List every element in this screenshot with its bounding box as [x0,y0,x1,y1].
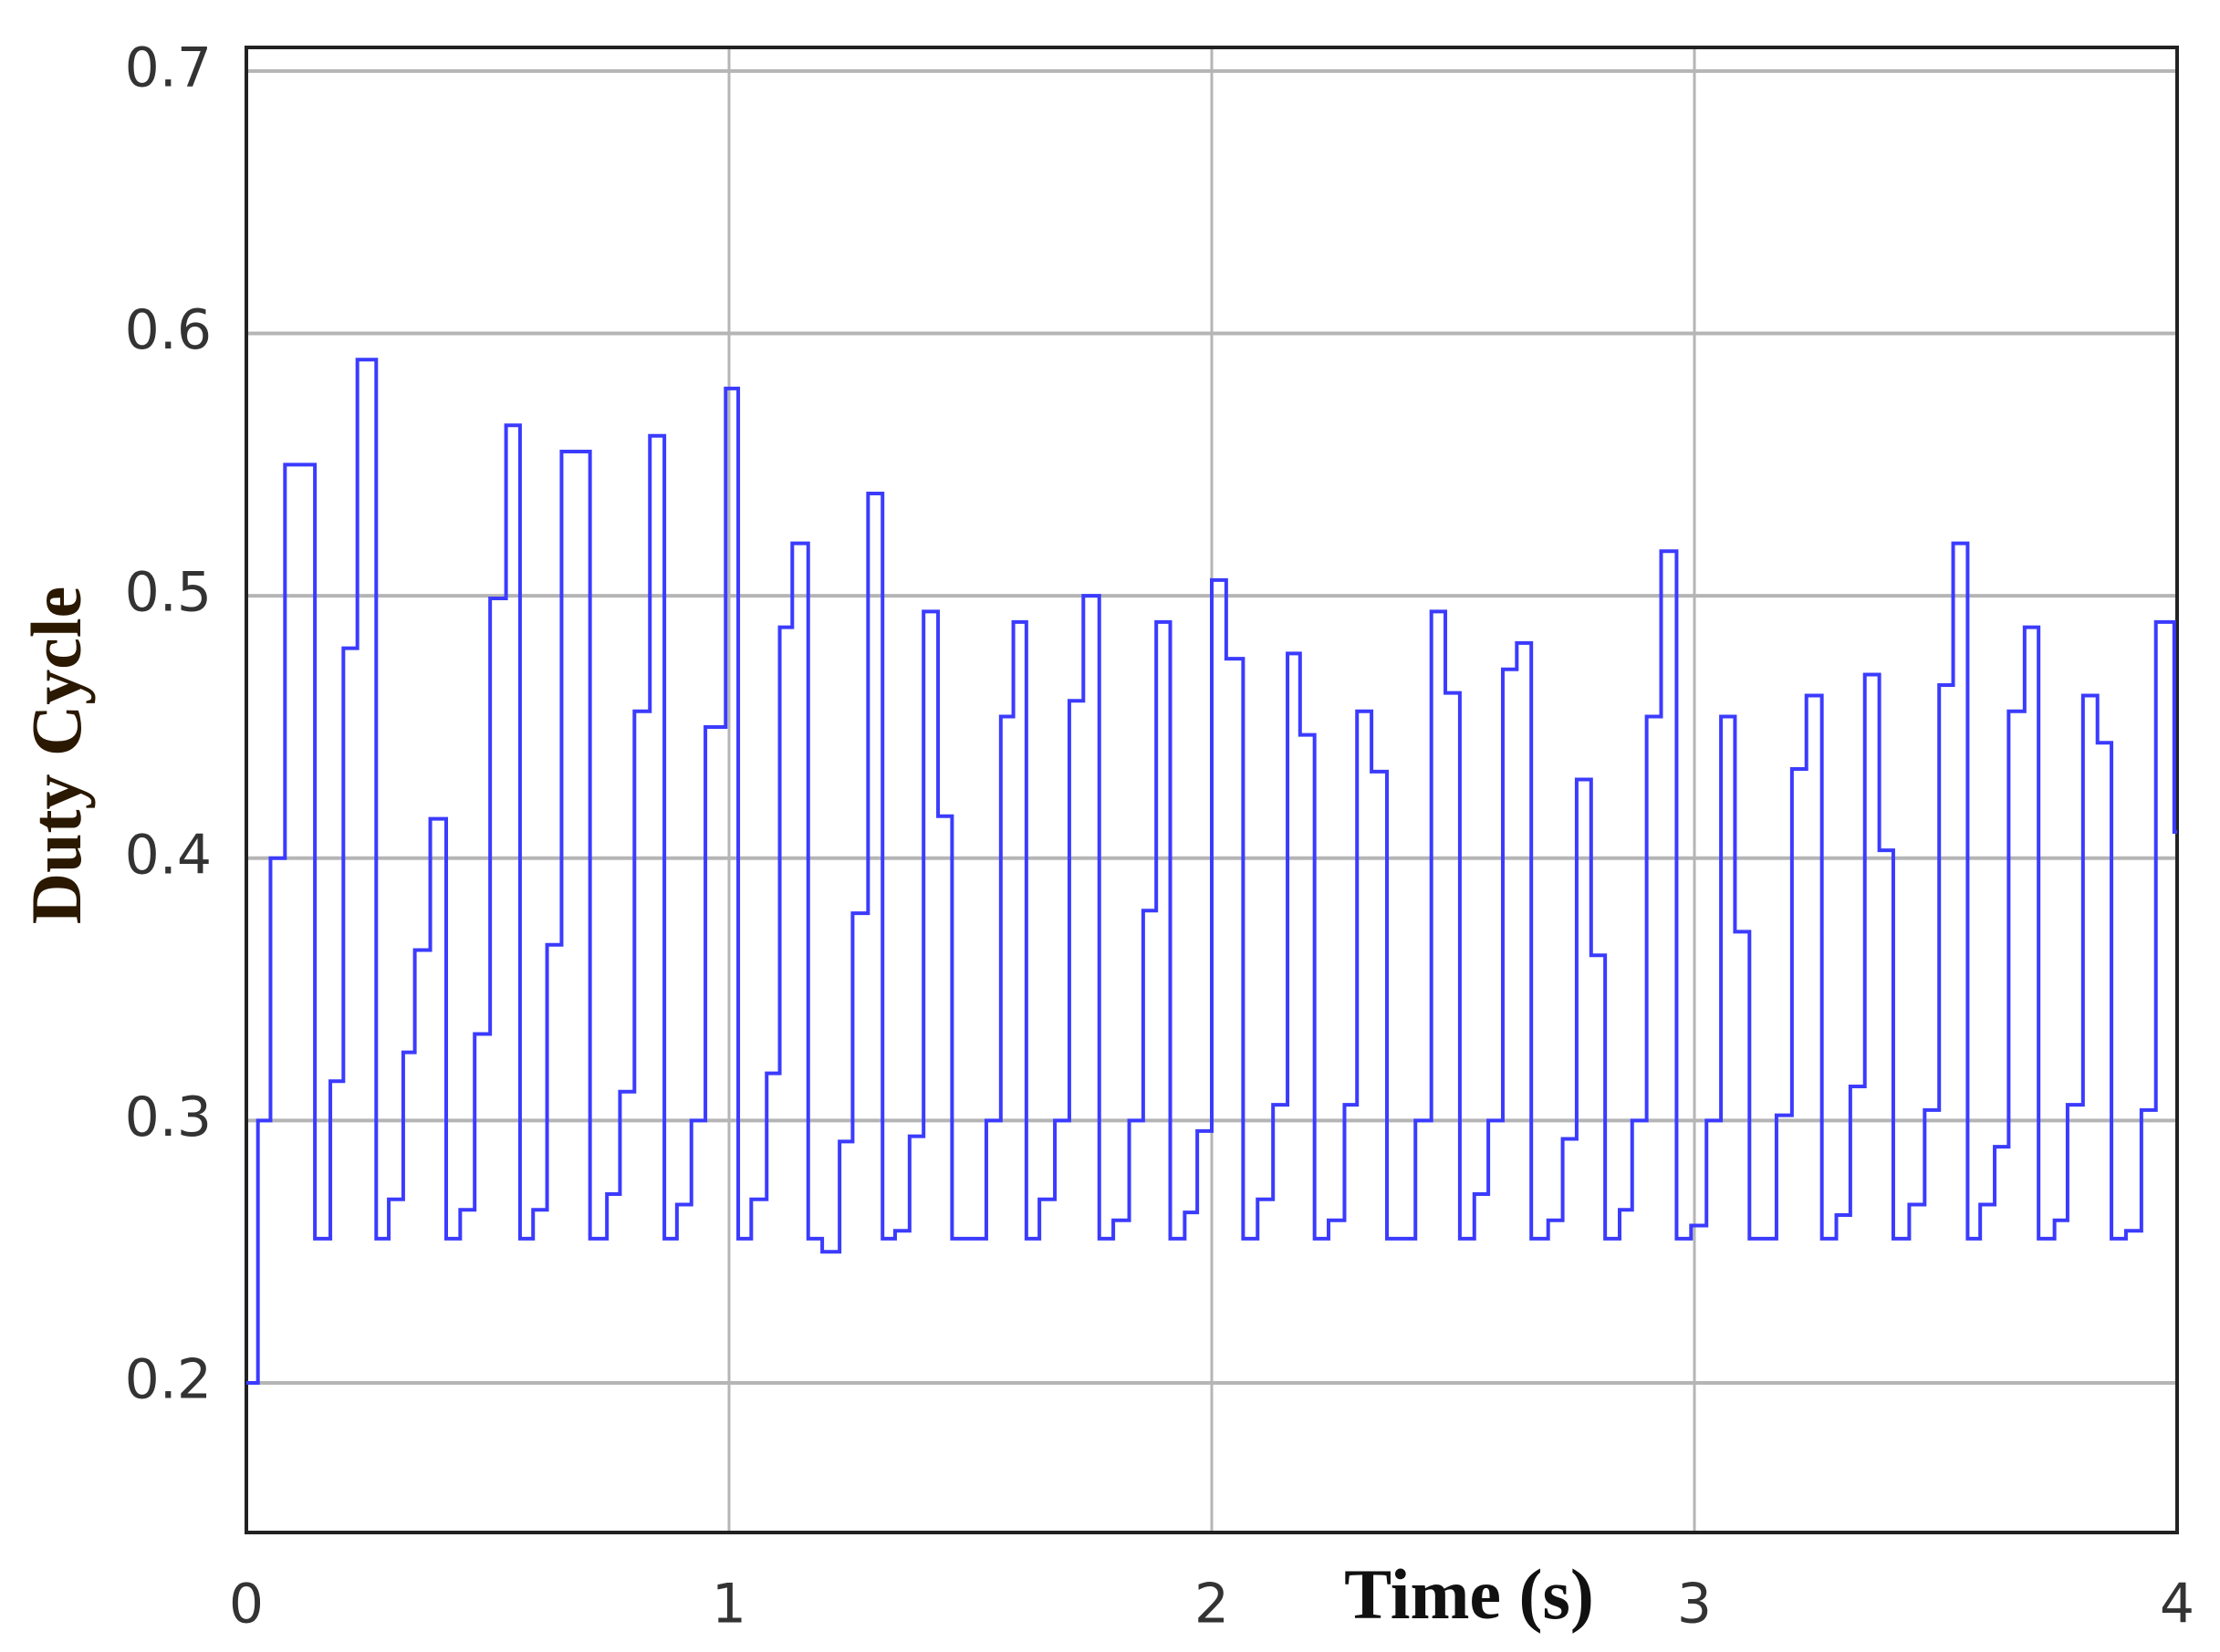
data-line [246,358,2177,1386]
x-tick-label: 3 [1677,1573,1712,1636]
x-tick-label: 1 [712,1573,746,1636]
y-tick-label: 0.5 [125,561,212,625]
y-tick-label: 0.6 [125,298,212,362]
x-tick-label: 4 [2160,1573,2194,1636]
y-tick-label: 0.2 [125,1348,212,1412]
plot-frame [245,46,2179,1534]
y-tick-label: 0.4 [125,823,212,887]
x-tick-label: 2 [1194,1573,1229,1636]
x-axis-label: Time (s) [1344,1554,1594,1634]
y-tick-label: 0.3 [125,1086,212,1149]
y-axis-label: Duty Cycle [16,587,96,924]
y-tick-label: 0.7 [125,36,212,99]
x-tick-label: 0 [229,1573,264,1636]
